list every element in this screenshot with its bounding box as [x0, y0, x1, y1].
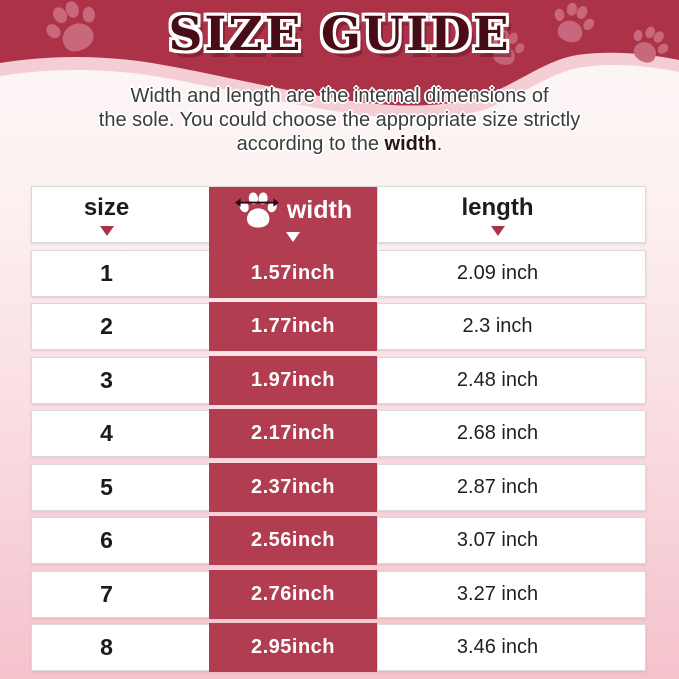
- description-text: Width and length are the internal dimens…: [0, 84, 679, 156]
- length-header-label: length: [461, 193, 534, 221]
- width-cell: 2.17inch: [209, 409, 377, 458]
- length-cell: 2.48 inch: [377, 357, 645, 403]
- width-cell: 2.76inch: [209, 569, 377, 619]
- description-line2: the sole. You could choose the appropria…: [98, 109, 581, 131]
- length-column-header: length: [377, 187, 645, 242]
- length-cell: 2.68 inch: [377, 411, 645, 456]
- size-column-header: size: [32, 187, 209, 242]
- table-row: 7 2.76inch 3.27 inch: [31, 569, 646, 619]
- size-cell: 7: [100, 580, 113, 607]
- double-headed-arrow-icon: [234, 198, 279, 207]
- table-row: 2 1.77inch 2.3 inch: [31, 302, 646, 351]
- description-line1: Width and length are the internal dimens…: [130, 85, 549, 107]
- width-cell: 2.37inch: [209, 462, 377, 512]
- width-cell: 1.97inch: [209, 355, 377, 405]
- width-cell: 2.56inch: [209, 516, 377, 565]
- page-title: SIZE GUIDE: [168, 7, 511, 62]
- width-cell: 1.57inch: [209, 248, 377, 298]
- size-cell: 1: [100, 259, 113, 286]
- table-row: 4 2.17inch 2.68 inch: [31, 409, 646, 458]
- size-cell: 2: [100, 313, 113, 339]
- size-header-label: size: [83, 193, 130, 221]
- banner: SIZE GUIDE: [0, 0, 679, 132]
- length-cell: 3.46 inch: [377, 625, 645, 670]
- size-cell: 5: [100, 473, 113, 500]
- table-row: 1 1.57inch 2.09 inch: [31, 248, 646, 298]
- size-table: size width length: [31, 186, 646, 672]
- length-cell: 2.3 inch: [377, 304, 645, 349]
- width-cell: 1.77inch: [209, 302, 377, 351]
- table-row: 8 2.95inch 3.46 inch: [31, 623, 646, 672]
- size-cell: 3: [100, 366, 113, 393]
- red-wave-shape: [0, 0, 679, 106]
- down-triangle-icon: [490, 225, 505, 236]
- length-cell: 2.87 inch: [377, 464, 645, 510]
- table-row: 5 2.37inch 2.87 inch: [31, 462, 646, 512]
- width-cell: 2.95inch: [209, 623, 377, 672]
- table-header-row: size width length: [31, 186, 646, 251]
- length-cell: 3.27 inch: [377, 571, 645, 617]
- banner-wave-background: [0, 0, 679, 119]
- size-cell: 8: [100, 634, 113, 660]
- paw-width-measure-icon: [234, 190, 279, 230]
- down-triangle-icon: [99, 225, 114, 236]
- down-triangle-icon: [286, 232, 300, 242]
- length-cell: 3.07 inch: [377, 518, 645, 563]
- width-header-label: width: [286, 195, 353, 224]
- size-cell: 4: [100, 420, 113, 446]
- table-row: 6 2.56inch 3.07 inch: [31, 516, 646, 565]
- width-column-header: width: [209, 187, 377, 251]
- table-row: 3 1.97inch 2.48 inch: [31, 355, 646, 405]
- length-cell: 2.09 inch: [377, 250, 645, 296]
- size-cell: 6: [100, 527, 113, 553]
- width-emphasis: width: [384, 133, 437, 155]
- description-line3: according to the width.: [236, 133, 443, 155]
